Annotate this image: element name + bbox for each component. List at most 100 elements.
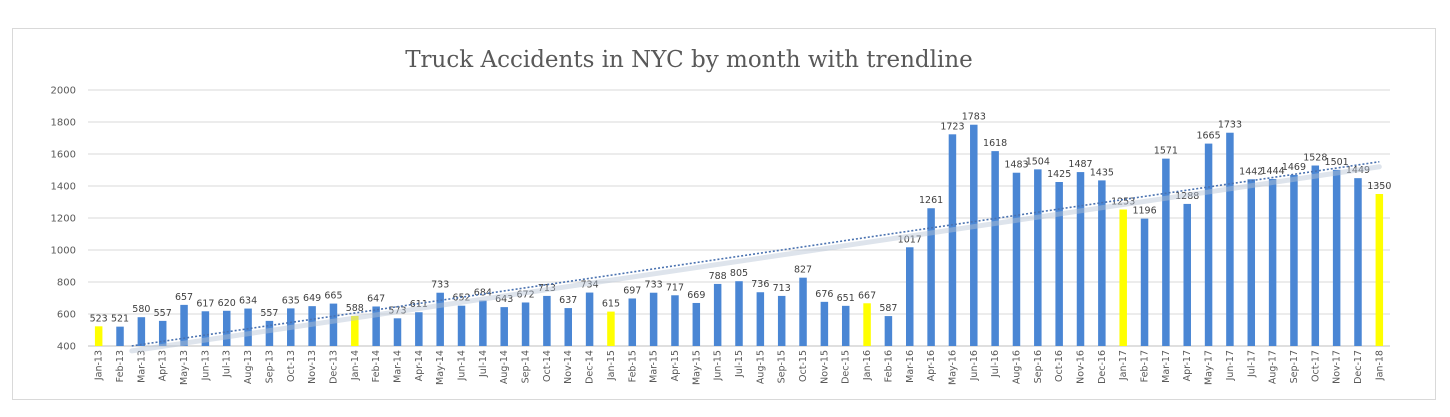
bar (1183, 203, 1191, 346)
x-tick-label: Feb-15 (627, 350, 638, 382)
data-label: 647 (367, 293, 385, 304)
bar (1119, 209, 1127, 346)
x-tick-label: Feb-13 (115, 350, 126, 382)
data-label: 669 (687, 290, 705, 301)
bar (607, 311, 615, 346)
data-label: 1733 (1218, 120, 1242, 131)
data-label: 697 (623, 285, 641, 296)
x-tick-label: Jan-17 (1118, 350, 1129, 381)
x-tick-label: Sep-13 (264, 350, 275, 383)
bar (265, 320, 274, 346)
bar (137, 317, 146, 346)
x-tick-label: Sep-14 (521, 350, 532, 383)
data-label: 733 (431, 280, 449, 291)
data-label: 637 (559, 295, 577, 306)
data-label: 805 (730, 268, 748, 279)
data-label: 580 (132, 304, 150, 315)
x-tick-label: Jun-14 (457, 350, 468, 381)
bar (841, 305, 850, 346)
x-tick-label: Jul-17 (1246, 350, 1257, 378)
x-tick-label: May-14 (435, 350, 446, 385)
bar (500, 307, 508, 346)
x-tick-label: Jun-16 (969, 350, 980, 381)
x-tick-label: Feb-17 (1140, 350, 1151, 382)
data-label: 1444 (1261, 166, 1285, 177)
x-tick-label: May-13 (179, 350, 190, 385)
x-tick-label: Mar-13 (136, 350, 147, 383)
x-tick-label: Jan-13 (94, 350, 105, 381)
y-tick-label: 1600 (51, 150, 76, 161)
data-label: 652 (452, 293, 470, 304)
bar (1162, 158, 1170, 346)
x-tick-label: Jun-15 (713, 350, 724, 381)
x-tick-label: Nov-15 (819, 350, 830, 384)
data-label: 649 (303, 293, 321, 304)
data-label: 557 (154, 308, 172, 319)
bar (756, 292, 765, 346)
bar (1012, 172, 1021, 346)
bar (244, 308, 252, 346)
data-label: 1253 (1111, 197, 1135, 208)
data-label: 827 (794, 265, 812, 276)
x-tick-label: Aug-15 (755, 350, 766, 384)
trendline (131, 160, 1380, 347)
x-tick-label: Dec-14 (585, 350, 596, 384)
data-label: 635 (282, 295, 300, 306)
data-label: 1783 (962, 112, 986, 123)
data-label: 713 (538, 283, 556, 294)
x-tick-label: Jun-13 (200, 350, 211, 381)
x-tick-label: Apr-14 (414, 350, 425, 381)
x-tick-label: Mar-16 (905, 350, 916, 383)
bar (692, 302, 701, 346)
bar (671, 295, 679, 346)
data-label: 523 (90, 313, 108, 324)
y-tick-label: 2000 (51, 86, 76, 97)
bar (1290, 174, 1298, 346)
bar (457, 305, 466, 346)
x-tick-label: Oct-16 (1054, 350, 1065, 382)
x-tick-label: Nov-14 (563, 350, 574, 384)
data-label: 587 (879, 303, 897, 314)
x-tick-label: Dec-17 (1353, 350, 1364, 384)
bar (1098, 180, 1106, 346)
bar (713, 283, 722, 346)
data-label: 657 (175, 292, 193, 303)
data-label: 615 (602, 299, 620, 310)
x-tick-label: Sep-17 (1289, 350, 1300, 383)
bar (799, 277, 807, 346)
x-tick-label: Jan-14 (350, 350, 361, 381)
bar (1268, 178, 1277, 346)
x-tick-label: Nov-17 (1332, 350, 1343, 384)
y-tick-label: 1800 (51, 118, 76, 129)
data-label: 1449 (1346, 165, 1370, 176)
bar (735, 281, 743, 346)
x-tick-label: Jul-13 (222, 350, 233, 378)
data-label: 573 (388, 305, 406, 316)
data-label: 788 (709, 271, 727, 282)
x-tick-label: Aug-14 (499, 350, 510, 384)
x-tick-label: Aug-17 (1268, 350, 1279, 384)
bar (94, 326, 103, 346)
data-label: 672 (516, 289, 534, 300)
y-tick-label: 400 (57, 342, 76, 353)
data-label: 1487 (1068, 159, 1092, 170)
x-tick-label: Sep-15 (777, 350, 788, 383)
trendline-shadow (129, 164, 1382, 354)
x-tick-label: Apr-16 (926, 350, 937, 381)
x-tick-label: Mar-15 (649, 350, 660, 383)
bar (1332, 169, 1341, 346)
x-tick-label: Dec-16 (1097, 350, 1108, 384)
data-label: 713 (773, 283, 791, 294)
x-tick-label: May-17 (1204, 350, 1215, 385)
x-tick-label: Oct-15 (798, 350, 809, 382)
data-label: 1571 (1154, 146, 1178, 157)
bar (1055, 182, 1063, 346)
x-tick-label: Aug-16 (1011, 350, 1022, 384)
x-tick-label: Jul-14 (478, 350, 489, 378)
bar (415, 312, 423, 346)
x-tick-label: Aug-13 (243, 350, 254, 384)
x-tick-label: Nov-16 (1076, 350, 1087, 384)
x-tick-label: Nov-13 (307, 350, 318, 384)
data-label: 665 (324, 291, 342, 302)
